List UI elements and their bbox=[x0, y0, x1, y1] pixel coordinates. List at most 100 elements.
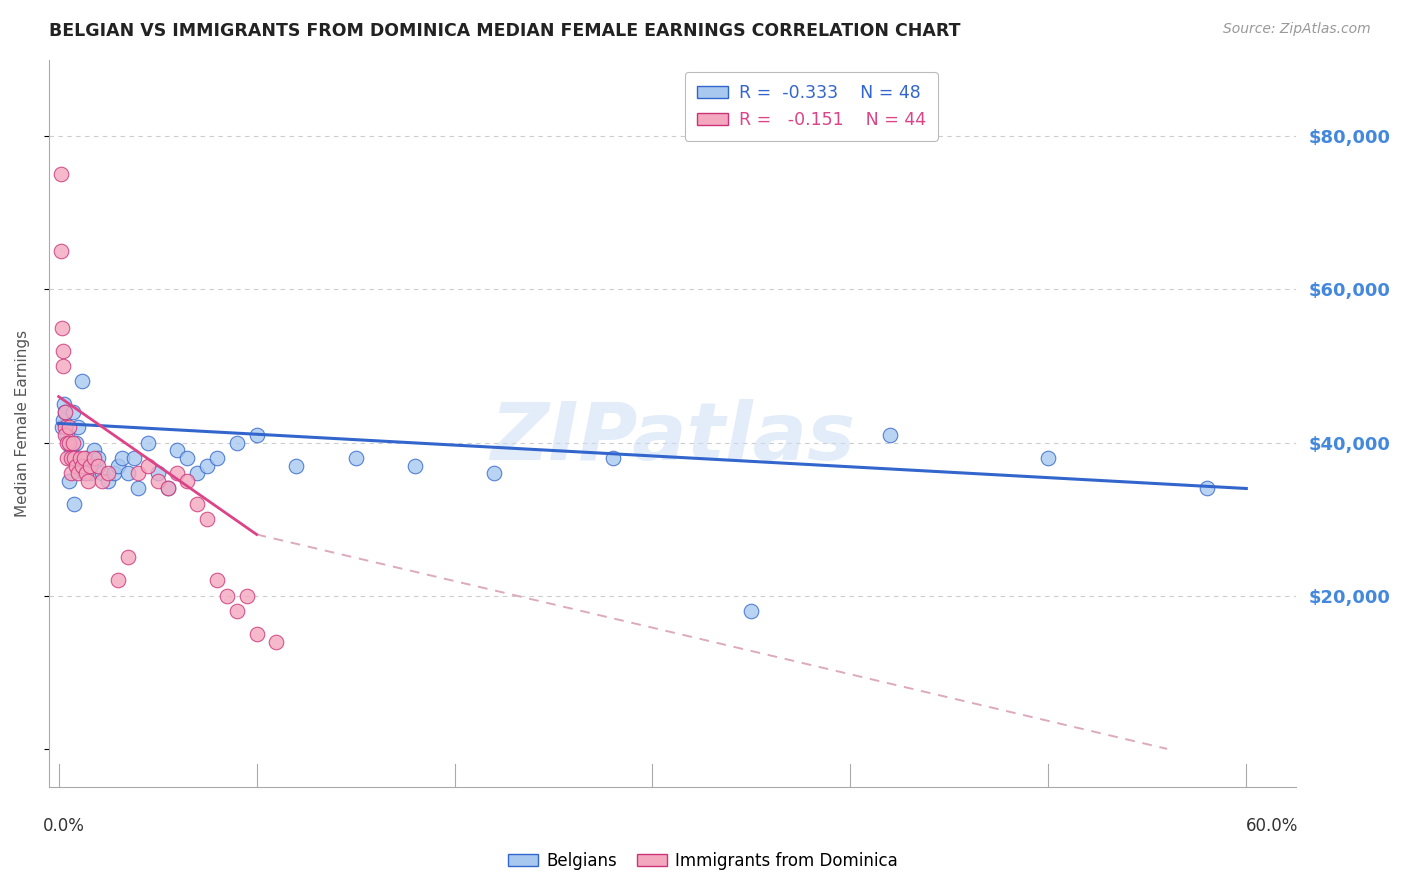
Point bbox=[59, 443, 82, 458]
Point bbox=[72, 374, 94, 388]
Point bbox=[79, 458, 101, 473]
Point bbox=[166, 466, 188, 480]
Text: BELGIAN VS IMMIGRANTS FROM DOMINICA MEDIAN FEMALE EARNINGS CORRELATION CHART: BELGIAN VS IMMIGRANTS FROM DOMINICA MEDI… bbox=[49, 22, 960, 40]
Point bbox=[77, 474, 100, 488]
Point bbox=[67, 420, 90, 434]
Point bbox=[91, 474, 114, 488]
Point bbox=[53, 405, 76, 419]
Point bbox=[1195, 482, 1218, 496]
Point bbox=[87, 458, 110, 473]
Point bbox=[59, 450, 82, 465]
Point bbox=[156, 482, 179, 496]
Point bbox=[225, 435, 247, 450]
Point bbox=[79, 466, 101, 480]
Point bbox=[1038, 450, 1060, 465]
Point bbox=[166, 443, 188, 458]
Point bbox=[117, 550, 139, 565]
Point bbox=[58, 435, 80, 450]
Point bbox=[52, 343, 75, 358]
Point bbox=[52, 412, 75, 426]
Point bbox=[63, 450, 86, 465]
Point bbox=[67, 466, 90, 480]
Point bbox=[127, 482, 149, 496]
Point bbox=[51, 420, 73, 434]
Point bbox=[117, 466, 139, 480]
Text: 0.0%: 0.0% bbox=[42, 817, 84, 835]
Point bbox=[53, 405, 76, 419]
Point bbox=[55, 450, 77, 465]
Point bbox=[63, 450, 86, 465]
Point bbox=[51, 320, 73, 334]
Point bbox=[49, 168, 72, 182]
Y-axis label: Median Female Earnings: Median Female Earnings bbox=[15, 330, 30, 517]
Point bbox=[49, 244, 72, 258]
Point bbox=[77, 458, 100, 473]
Point bbox=[73, 450, 96, 465]
Point bbox=[52, 397, 75, 411]
Point bbox=[266, 634, 288, 648]
Point bbox=[136, 458, 159, 473]
Point bbox=[111, 450, 134, 465]
Point bbox=[740, 604, 762, 618]
Point bbox=[176, 474, 198, 488]
Point bbox=[91, 466, 114, 480]
Point bbox=[53, 428, 76, 442]
Point bbox=[58, 435, 80, 450]
Point bbox=[146, 474, 169, 488]
Point bbox=[107, 458, 129, 473]
Point bbox=[215, 589, 238, 603]
Point bbox=[83, 450, 105, 465]
Text: 60.0%: 60.0% bbox=[1246, 817, 1298, 835]
Text: ZIPatlas: ZIPatlas bbox=[489, 399, 855, 477]
Point bbox=[69, 458, 91, 473]
Point bbox=[62, 435, 84, 450]
Point bbox=[195, 512, 218, 526]
Point bbox=[245, 428, 267, 442]
Point bbox=[245, 627, 267, 641]
Text: Source: ZipAtlas.com: Source: ZipAtlas.com bbox=[1223, 22, 1371, 37]
Point bbox=[59, 466, 82, 480]
Point bbox=[63, 497, 86, 511]
Point bbox=[195, 458, 218, 473]
Point bbox=[72, 458, 94, 473]
Point bbox=[62, 405, 84, 419]
Point bbox=[205, 450, 228, 465]
Point bbox=[55, 435, 77, 450]
Point bbox=[122, 450, 145, 465]
Point bbox=[146, 466, 169, 480]
Point bbox=[55, 428, 77, 442]
Point bbox=[344, 450, 367, 465]
Point bbox=[52, 359, 75, 373]
Point bbox=[186, 497, 208, 511]
Legend: R =  -0.333    N = 48, R =   -0.151    N = 44: R = -0.333 N = 48, R = -0.151 N = 44 bbox=[685, 72, 938, 141]
Point bbox=[285, 458, 308, 473]
Point bbox=[205, 574, 228, 588]
Point bbox=[65, 458, 87, 473]
Point bbox=[176, 450, 198, 465]
Point bbox=[65, 435, 87, 450]
Point bbox=[225, 604, 247, 618]
Point bbox=[107, 574, 129, 588]
Point bbox=[404, 458, 426, 473]
Point bbox=[53, 420, 76, 434]
Point bbox=[602, 450, 624, 465]
Point bbox=[75, 466, 97, 480]
Point bbox=[235, 589, 257, 603]
Point bbox=[103, 466, 125, 480]
Point bbox=[97, 466, 120, 480]
Point bbox=[97, 474, 120, 488]
Point bbox=[73, 466, 96, 480]
Point bbox=[58, 420, 80, 434]
Point bbox=[69, 450, 91, 465]
Point bbox=[879, 428, 901, 442]
Point bbox=[156, 482, 179, 496]
Legend: Belgians, Immigrants from Dominica: Belgians, Immigrants from Dominica bbox=[502, 846, 904, 877]
Point bbox=[127, 466, 149, 480]
Point bbox=[87, 450, 110, 465]
Point bbox=[186, 466, 208, 480]
Point bbox=[83, 443, 105, 458]
Point bbox=[58, 474, 80, 488]
Point bbox=[482, 466, 505, 480]
Point bbox=[136, 435, 159, 450]
Point bbox=[75, 450, 97, 465]
